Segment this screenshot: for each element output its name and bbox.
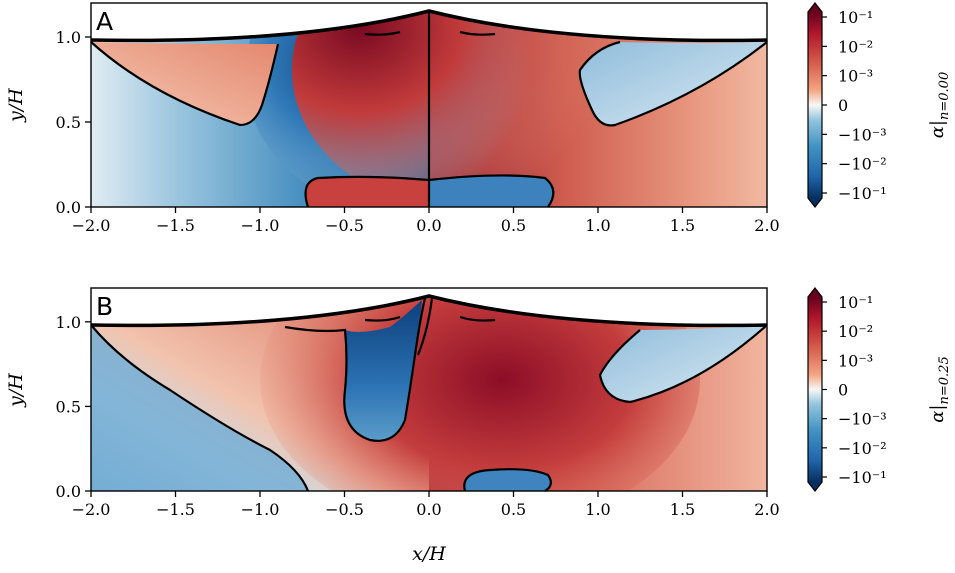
x-tick-label: 0.0 bbox=[416, 500, 441, 519]
colorbar-outline bbox=[807, 2, 823, 208]
x-tick-label: 0.5 bbox=[501, 216, 526, 235]
x-tick-label: −2.0 bbox=[72, 500, 111, 519]
colorbar-tick-label: 10⁻¹ bbox=[838, 293, 873, 312]
panel-b-axes: −2.0 −1.5 −1.0 −0.5 0.0 0.5 1.0 1.5 2.0 0.0 0.5 1.0 bbox=[56, 313, 780, 519]
colorbar-tick-label: 0 bbox=[838, 381, 848, 400]
colorbar-tick-label: 10⁻³ bbox=[838, 67, 873, 86]
colorbar-tick-label: −10⁻¹ bbox=[838, 468, 887, 487]
y-tick-label: 0.0 bbox=[56, 198, 81, 217]
x-tick-label: 2.0 bbox=[754, 500, 779, 519]
panel-a-axes: −2.0 −1.5 −1.0 −0.5 0.0 0.5 1.0 1.5 2.0 0.0 0.5 1.0 bbox=[56, 28, 780, 235]
panel-a-surface bbox=[90, 9, 768, 43]
panel-b-ylabel: y/H bbox=[5, 373, 27, 408]
colorbar-extend-bottom bbox=[808, 482, 822, 491]
panel-b-field bbox=[91, 296, 767, 491]
x-tick-label: −1.0 bbox=[241, 500, 280, 519]
x-tick-label: 1.5 bbox=[670, 216, 695, 235]
y-tick-label: 1.0 bbox=[56, 28, 81, 47]
panel-a: A bbox=[90, 2, 768, 208]
y-tick-label: 1.0 bbox=[56, 313, 81, 332]
colorbar-tick-label: 0 bbox=[838, 96, 848, 115]
panel-a-ylabel: y/H bbox=[5, 88, 27, 123]
colorbar-tick-label: −10⁻³ bbox=[838, 410, 887, 429]
colorbar-tick-label: −10⁻² bbox=[838, 439, 887, 458]
colorbar-tick-label: 10⁻² bbox=[838, 322, 873, 341]
x-tick-label: 1.0 bbox=[585, 216, 610, 235]
x-tick-label: 0.0 bbox=[416, 216, 441, 235]
colorbar-tick-label: −10⁻² bbox=[838, 155, 887, 174]
x-tick-label: −0.5 bbox=[325, 216, 364, 235]
colorbar-a: 10⁻¹ 10⁻² 10⁻³ 0 −10⁻³ −10⁻² −10⁻¹ α|n=0.00 bbox=[807, 2, 952, 208]
colorbar-tick-label: 10⁻³ bbox=[838, 351, 873, 370]
colorbar-tick-label: −10⁻³ bbox=[838, 125, 887, 144]
colorbar-title: α|n=0.00 bbox=[927, 72, 952, 138]
y-tick-label: 0.5 bbox=[56, 397, 81, 416]
colorbar-extend-top bbox=[808, 3, 822, 12]
panel-b: B bbox=[90, 287, 768, 492]
y-tick-label: 0.0 bbox=[56, 482, 81, 501]
panel-a-contours bbox=[90, 11, 768, 208]
x-tick-label: −2.0 bbox=[72, 216, 111, 235]
x-tick-label: −1.5 bbox=[156, 500, 195, 519]
x-tick-label: 0.5 bbox=[501, 500, 526, 519]
colorbar-extend-top bbox=[808, 288, 822, 297]
colorbar-b: 10⁻¹ 10⁻² 10⁻³ 0 −10⁻³ −10⁻² −10⁻¹ α|n=0.25 bbox=[807, 287, 952, 492]
panel-a-letter: A bbox=[96, 7, 113, 36]
x-tick-label: 1.5 bbox=[670, 500, 695, 519]
x-axis-label: x/H bbox=[412, 543, 446, 565]
x-tick-label: 1.0 bbox=[585, 500, 610, 519]
x-tick-label: −1.0 bbox=[241, 216, 280, 235]
panel-b-contours bbox=[90, 297, 768, 492]
colorbar-body bbox=[808, 12, 822, 198]
y-tick-label: 0.5 bbox=[56, 113, 81, 132]
colorbar-tick-label: 10⁻¹ bbox=[838, 8, 873, 27]
colorbar-outline bbox=[807, 287, 823, 492]
colorbar-body bbox=[808, 297, 822, 482]
panel-b-surface bbox=[90, 294, 768, 328]
colorbar-tick-label: −10⁻¹ bbox=[838, 184, 887, 203]
x-tick-label: −0.5 bbox=[325, 500, 364, 519]
x-tick-label: −1.5 bbox=[156, 216, 195, 235]
colorbar-extend-bottom bbox=[808, 198, 822, 207]
panel-b-letter: B bbox=[96, 292, 113, 321]
x-tick-label: 2.0 bbox=[754, 216, 779, 235]
colorbar-title: α|n=0.25 bbox=[927, 356, 952, 422]
colorbar-tick-label: 10⁻² bbox=[838, 37, 873, 56]
